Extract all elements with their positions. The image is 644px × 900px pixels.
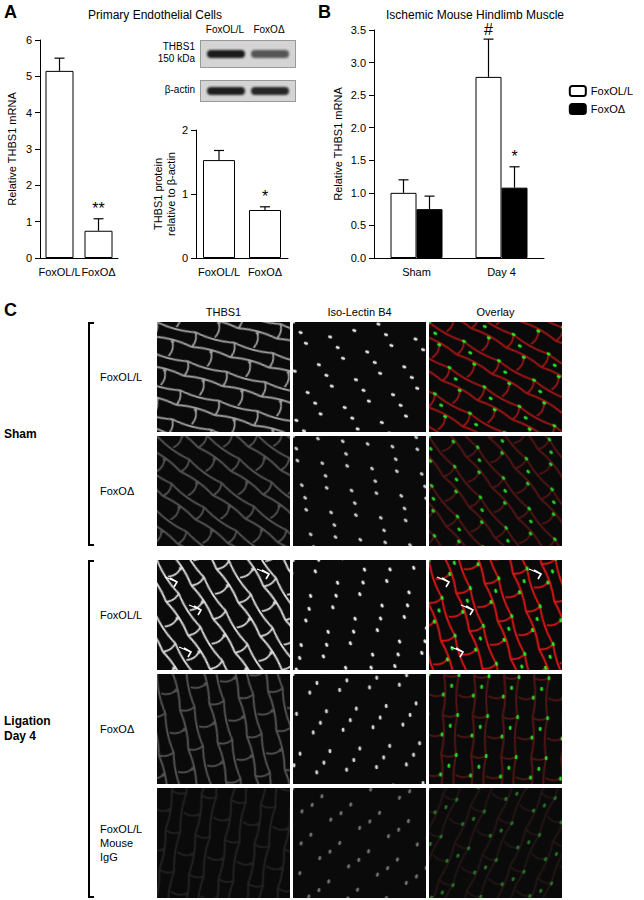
svg-text:Primary Endothelial Cells: Primary Endothelial Cells — [88, 8, 222, 22]
html-text:β-actin: β-actin — [164, 84, 195, 95]
svg-text:FoxOΔ: FoxOΔ — [591, 103, 626, 115]
svg-text:2.0: 2.0 — [351, 122, 366, 134]
html-text:FoxOL/L: FoxOL/L — [100, 609, 143, 621]
html-text:FoxOL/L Mouse IgG: FoxOL/L Mouse IgG — [100, 823, 143, 863]
html-text:Ligation Day 4: Ligation Day 4 — [4, 714, 51, 743]
html-text:FoxOL/L: FoxOL/L — [205, 24, 245, 35]
svg-text:3.5: 3.5 — [351, 24, 366, 36]
svg-text:Relative THBS1 mRNA: Relative THBS1 mRNA — [6, 92, 18, 206]
html-text:Overlay: Overlay — [476, 306, 515, 318]
svg-text:2.5: 2.5 — [351, 89, 366, 101]
svg-text:0.0: 0.0 — [351, 252, 366, 264]
html-text:FoxOΔ: FoxOΔ — [253, 24, 285, 35]
svg-text:3: 3 — [26, 143, 32, 155]
svg-text:6: 6 — [26, 34, 32, 46]
html-text:THBS1: THBS1 — [162, 41, 195, 52]
svg-text:FoxOL/L: FoxOL/L — [591, 85, 633, 97]
svg-text:1.5: 1.5 — [351, 154, 366, 166]
html-text:Iso-Lectin B4: Iso-Lectin B4 — [327, 306, 392, 318]
svg-text:Ischemic Mouse Hindlimb Muscle: Ischemic Mouse Hindlimb Muscle — [386, 8, 564, 22]
svg-text:#: # — [484, 21, 493, 38]
svg-text:FoxOL/L: FoxOL/L — [198, 266, 240, 278]
svg-text:0: 0 — [26, 252, 32, 264]
svg-text:Sham: Sham — [402, 266, 431, 278]
svg-text:0.5: 0.5 — [351, 219, 366, 231]
svg-text:*: * — [262, 188, 268, 205]
svg-text:4: 4 — [26, 107, 32, 119]
html-text:FoxOΔ: FoxOΔ — [100, 485, 135, 497]
svg-text:FoxOΔ: FoxOΔ — [81, 266, 116, 278]
html-text:FoxOL/L: FoxOL/L — [100, 371, 143, 383]
svg-text:**: ** — [92, 200, 104, 217]
svg-text:*: * — [511, 148, 517, 165]
svg-text:2: 2 — [26, 179, 32, 191]
html-text:C: C — [4, 300, 17, 320]
svg-text:0: 0 — [182, 252, 188, 264]
svg-text:1.0: 1.0 — [351, 187, 366, 199]
svg-text:Day 4: Day 4 — [487, 266, 516, 278]
svg-text:3.0: 3.0 — [351, 57, 366, 69]
svg-text:THBS1 protein: THBS1 protein — [152, 158, 164, 230]
svg-text:2: 2 — [182, 124, 188, 136]
html-text:THBS1: THBS1 — [205, 306, 242, 318]
html-text:Sham: Sham — [4, 426, 37, 441]
svg-text:Relative THBS1 mRNA: Relative THBS1 mRNA — [332, 87, 344, 201]
svg-text:FoxOL/L: FoxOL/L — [38, 266, 80, 278]
svg-text:5: 5 — [26, 70, 32, 82]
html-text:B: B — [318, 2, 331, 22]
html-text:FoxOΔ: FoxOΔ — [100, 723, 135, 735]
svg-text:relative to β-actin: relative to β-actin — [165, 152, 177, 236]
svg-text:1: 1 — [26, 216, 32, 228]
svg-text:1: 1 — [182, 188, 188, 200]
svg-text:FoxOΔ: FoxOΔ — [248, 266, 283, 278]
html-text:A: A — [4, 2, 17, 22]
html-text:150 kDa: 150 kDa — [157, 53, 195, 64]
